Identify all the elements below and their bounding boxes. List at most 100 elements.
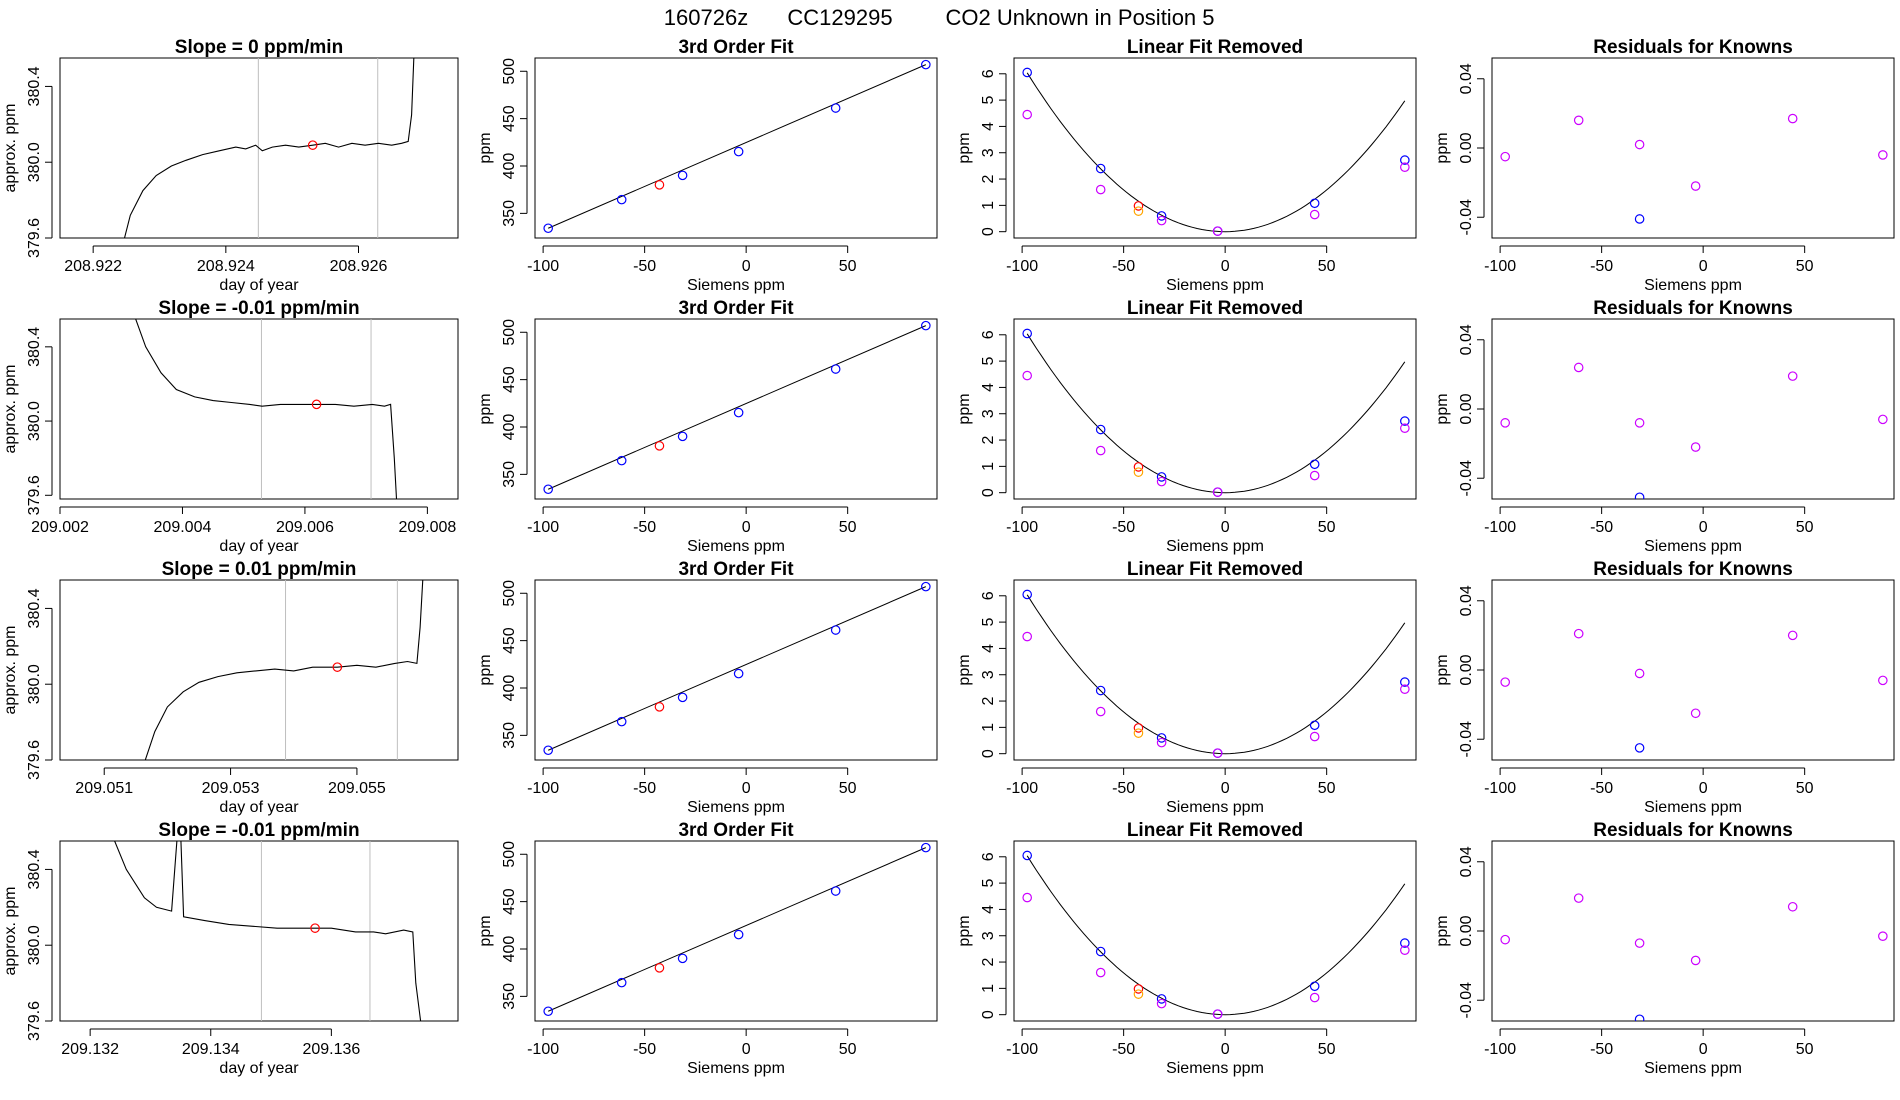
plot-frame	[59, 57, 459, 239]
y-axis-label: approx. ppm	[2, 626, 19, 715]
linear-removed-point	[1400, 945, 1410, 956]
plot-title: Slope = 0.01 ppm/min	[162, 559, 357, 580]
linear-removed-point	[1309, 731, 1320, 742]
x-axis: -100 -50 0 50 Siemens ppm	[1484, 767, 1814, 816]
x-tick-label: 209.051	[75, 780, 133, 797]
linear-removed-point	[1156, 476, 1167, 487]
fit-panel: -100 -50 0 50 Siemens ppm 350 400 450 500 ppm 3rd …	[477, 37, 938, 294]
fit-line	[547, 64, 927, 229]
y-tick-label: 400	[501, 153, 518, 180]
fit-panel: -100 -50 0 50 Siemens ppm 350 400 450 500 ppm 3rd …	[477, 298, 938, 555]
suptitle-run: 160726z	[664, 5, 748, 30]
y-axis: 0 1 2 3 4 5 6 ppm	[956, 69, 1007, 236]
x-tick-label: 0	[1699, 780, 1708, 797]
y-tick-label: 380.4	[26, 588, 43, 628]
linear-removed-point	[1022, 892, 1032, 903]
y-tick-label: 0.04	[1458, 846, 1475, 877]
y-tick-label: 4	[980, 644, 997, 653]
y-tick-label: 0.00	[1458, 915, 1475, 946]
y-tick-label: 3	[980, 931, 997, 940]
x-tick-label: 0	[742, 780, 751, 797]
trace-panel: 209.002 209.004 209.006 209.008 day of year 3…	[2, 298, 459, 555]
residual-point	[1573, 893, 1584, 903]
linear-removed-point	[1022, 109, 1032, 120]
fit-line	[547, 325, 927, 490]
x-tick-label: 208.926	[330, 258, 388, 275]
y-axis: 0 1 2 3 4 5 6 ppm	[956, 330, 1007, 497]
y-axis-label: approx. ppm	[2, 887, 19, 976]
y-tick-label: 379.6	[26, 218, 43, 258]
x-tick-label: 50	[1796, 1041, 1814, 1058]
x-tick-label: -50	[1112, 519, 1135, 536]
y-tick-label: 380.4	[26, 849, 43, 889]
standard-point	[616, 455, 627, 466]
y-axis-label: ppm	[1434, 915, 1451, 946]
standard-point	[1022, 67, 1032, 78]
y-axis: 350 400 450 500 ppm	[477, 841, 528, 1010]
x-axis: -100 -50 0 50 Siemens ppm	[527, 1028, 857, 1077]
x-axis-label: Siemens ppm	[1644, 538, 1742, 555]
residual-point	[1500, 934, 1510, 945]
linear-removed-point	[1212, 1009, 1223, 1019]
x-tick-label: 209.134	[182, 1041, 240, 1058]
x-axis-label: Siemens ppm	[687, 799, 785, 816]
x-tick-label: -100	[1006, 258, 1038, 275]
x-axis-label: Siemens ppm	[1166, 538, 1264, 555]
y-tick-label: 450	[501, 366, 518, 393]
linear-removed-point	[1156, 737, 1167, 748]
x-axis: -100 -50 0 50 Siemens ppm	[1006, 245, 1336, 294]
y-tick-label: 5	[980, 618, 997, 627]
x-axis-label: day of year	[219, 538, 299, 555]
plot-frame	[1491, 840, 1895, 1022]
y-axis: 379.6 380.0 380.4 approx. ppm	[2, 327, 53, 515]
y-tick-label: 0.00	[1458, 132, 1475, 163]
y-axis: 350 400 450 500 ppm	[477, 58, 528, 227]
y-axis: 350 400 450 500 ppm	[477, 319, 528, 488]
y-tick-label: 5	[980, 879, 997, 888]
plot-frame	[1491, 57, 1895, 239]
unknown-point	[1133, 206, 1144, 216]
suptitle-cylinder: CC129295	[787, 5, 892, 30]
y-tick-label: 5	[980, 96, 997, 105]
residual-point	[1500, 418, 1510, 428]
linear-removed-point	[1095, 967, 1106, 978]
standard-point	[921, 59, 931, 70]
linear-removed-panel: -100 -50 0 50 Siemens ppm 0 1 2 3 4 5 6 ppm Linear Fi…	[956, 559, 1417, 816]
x-tick-label: -100	[1484, 780, 1516, 797]
y-tick-label: 1	[980, 723, 997, 732]
residual-point	[1878, 150, 1888, 160]
y-tick-label: 1	[980, 201, 997, 210]
y-tick-label: 0.04	[1458, 585, 1475, 616]
standard-point	[1400, 938, 1410, 948]
plot-frame	[1013, 840, 1417, 1022]
x-axis: -100 -50 0 50 Siemens ppm	[527, 506, 857, 555]
standard-point	[1022, 589, 1032, 600]
residual-point	[1787, 371, 1798, 381]
residuals-panel: -100 -50 0 50 Siemens ppm -0.04 0.00 0.04 ppm Res…	[1434, 298, 1895, 555]
trace-line	[144, 580, 424, 760]
x-tick-label: -50	[1590, 780, 1613, 797]
y-tick-label: 4	[980, 383, 997, 392]
standard-point	[1095, 424, 1106, 435]
x-tick-label: 209.004	[154, 519, 212, 536]
linear-removed-point	[1212, 226, 1223, 236]
x-tick-label: -50	[633, 258, 656, 275]
plot-title: Residuals for Knowns	[1593, 37, 1793, 58]
y-tick-label: 450	[501, 888, 518, 915]
y-axis: 379.6 380.0 380.4 approx. ppm	[2, 849, 53, 1041]
plot-frame	[534, 57, 938, 239]
y-axis-label: ppm	[956, 132, 973, 163]
x-tick-label: 50	[839, 258, 857, 275]
x-tick-label: 209.006	[276, 519, 334, 536]
y-tick-label: 500	[501, 319, 518, 346]
plot-title: Slope = -0.01 ppm/min	[158, 298, 359, 319]
fit-curve	[1026, 333, 1406, 494]
plot-title: Linear Fit Removed	[1127, 820, 1303, 841]
standard-point	[830, 364, 841, 374]
residual-point	[1690, 442, 1701, 452]
x-tick-label: 0	[1699, 1041, 1708, 1058]
standard-point	[921, 842, 931, 853]
standard-point	[1156, 733, 1167, 743]
